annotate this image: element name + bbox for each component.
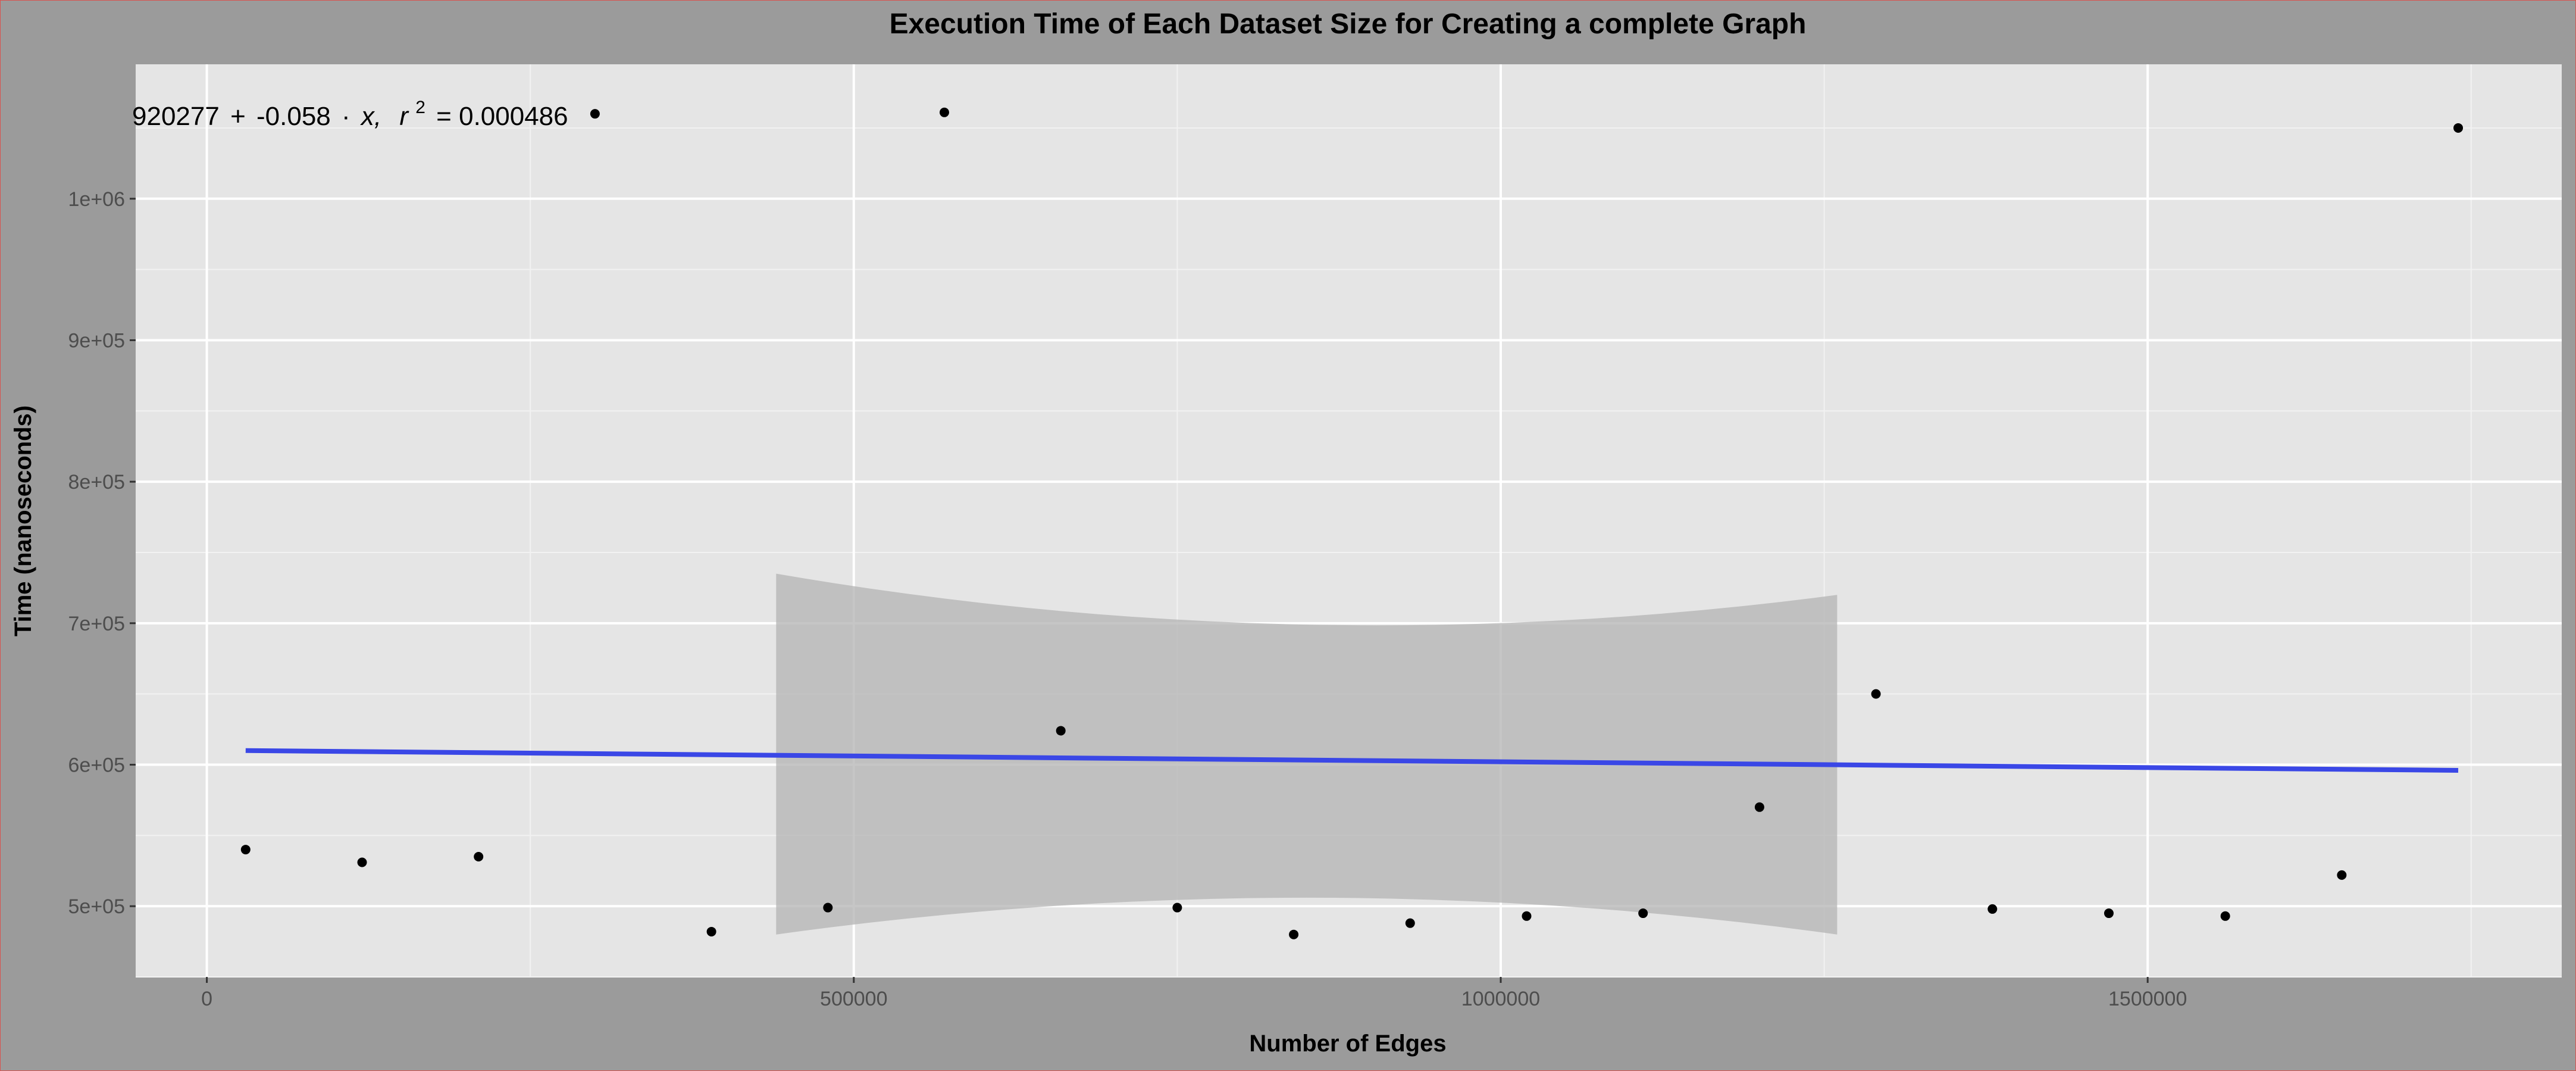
grid-lines — [136, 64, 2562, 978]
data-point — [1987, 904, 1998, 914]
equation-intercept: 920277 — [132, 102, 220, 131]
data-point — [1522, 911, 1532, 921]
data-point — [240, 845, 251, 855]
data-point — [1405, 918, 1415, 928]
equation-dot: · — [342, 102, 350, 131]
y-tick-label: 8e+05 — [68, 471, 126, 494]
data-point — [1754, 802, 1764, 812]
equation-r-exponent: 2 — [415, 98, 425, 117]
y-tick-label: 1e+06 — [68, 188, 126, 211]
confidence-band — [776, 573, 1838, 935]
y-tick-label: 9e+05 — [68, 329, 126, 352]
data-point — [1289, 929, 1299, 939]
data-point — [1056, 726, 1066, 736]
data-point — [706, 926, 716, 936]
data-points — [240, 107, 2464, 939]
equation-x: x, — [360, 102, 381, 131]
equation-r-value: = 0.000486 — [436, 102, 568, 131]
chart-title: Execution Time of Each Dataset Size for … — [890, 8, 1807, 40]
regression-equation: 920277 + -0.058 · x, r 2 = 0.000486 — [132, 90, 568, 131]
data-point — [474, 851, 484, 861]
data-point — [590, 109, 600, 119]
data-point — [2453, 123, 2464, 133]
equation-r: r — [399, 102, 409, 131]
y-tick-label: 5e+05 — [68, 895, 126, 918]
data-point — [357, 857, 367, 867]
data-point — [2220, 911, 2230, 921]
data-point — [1172, 903, 1182, 913]
y-tick-label: 6e+05 — [68, 754, 126, 776]
x-tick-label: 0 — [201, 988, 212, 1010]
x-tick-label: 1500000 — [2108, 988, 2187, 1010]
x-axis-title: Number of Edges — [1249, 1031, 1446, 1057]
y-tick-label: 7e+05 — [68, 613, 126, 635]
data-point — [940, 107, 949, 117]
equation-slope: -0.058 — [256, 102, 331, 131]
equation-plus: + — [230, 102, 246, 131]
data-point — [823, 903, 833, 913]
regression-line-layer — [245, 748, 2459, 773]
axes: 0 500000 1000000 1500000 5e+05 6e+05 7e+05 8e+0… — [68, 188, 2187, 1010]
x-tick-label: 500000 — [820, 988, 887, 1010]
y-axis-title: Time (nanoseconds) — [10, 405, 36, 636]
data-point — [2337, 870, 2347, 880]
regression-line — [245, 748, 2459, 773]
x-tick-label: 1000000 — [1461, 988, 1540, 1010]
confidence-band-layer — [776, 573, 1838, 935]
data-point — [2104, 908, 2114, 919]
data-point — [1638, 908, 1648, 919]
data-point — [1871, 689, 1881, 699]
